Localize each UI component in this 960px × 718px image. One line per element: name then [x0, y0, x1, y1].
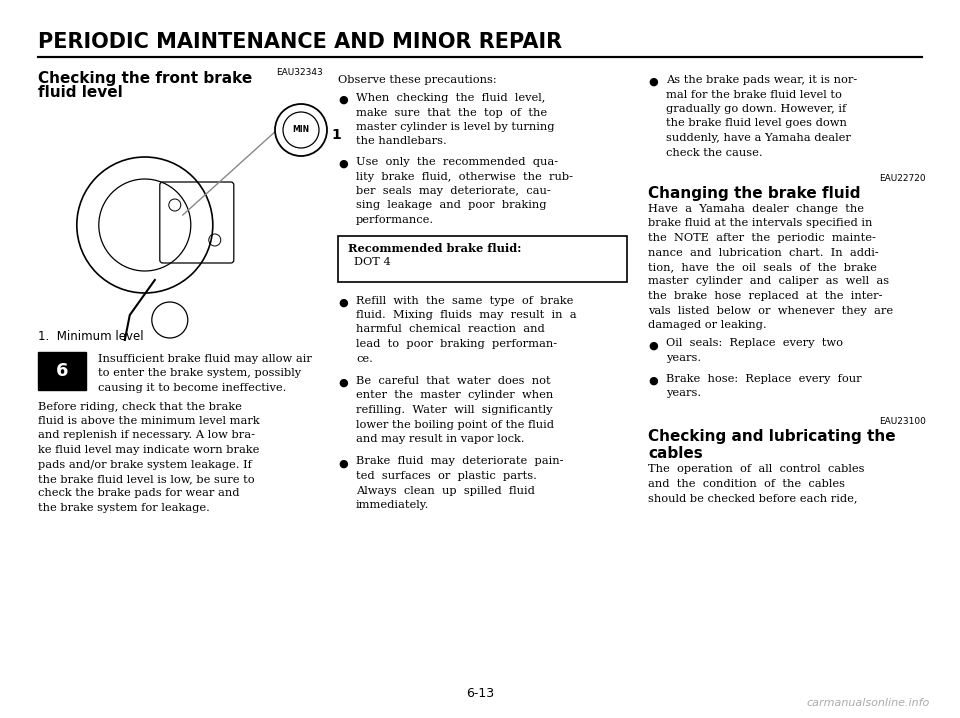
- Text: lity  brake  fluid,  otherwise  the  rub-: lity brake fluid, otherwise the rub-: [356, 172, 573, 182]
- Text: Brake  hose:  Replace  every  four: Brake hose: Replace every four: [666, 373, 862, 383]
- Text: 1.  Minimum level: 1. Minimum level: [38, 330, 144, 343]
- Text: ●: ●: [338, 459, 348, 469]
- Text: the brake fluid level goes down: the brake fluid level goes down: [666, 118, 847, 129]
- Text: Recommended brake fluid:: Recommended brake fluid:: [348, 243, 521, 253]
- Text: PERIODIC MAINTENANCE AND MINOR REPAIR: PERIODIC MAINTENANCE AND MINOR REPAIR: [38, 32, 563, 52]
- Text: ●: ●: [338, 159, 348, 169]
- Text: Observe these precautions:: Observe these precautions:: [338, 75, 496, 85]
- Text: tion,  have  the  oil  seals  of  the  brake: tion, have the oil seals of the brake: [648, 262, 876, 272]
- Text: the  NOTE  after  the  periodic  mainte-: the NOTE after the periodic mainte-: [648, 233, 876, 243]
- Text: brake fluid at the intervals specified in: brake fluid at the intervals specified i…: [648, 218, 873, 228]
- Text: When  checking  the  fluid  level,: When checking the fluid level,: [356, 93, 545, 103]
- Text: ce.: ce.: [356, 353, 372, 363]
- Text: Brake  fluid  may  deteriorate  pain-: Brake fluid may deteriorate pain-: [356, 457, 564, 467]
- Text: mal for the brake fluid level to: mal for the brake fluid level to: [666, 90, 842, 100]
- Text: Have  a  Yamaha  dealer  change  the: Have a Yamaha dealer change the: [648, 204, 864, 214]
- Text: ●: ●: [338, 297, 348, 307]
- Text: performance.: performance.: [356, 215, 434, 225]
- Text: and may result in vapor lock.: and may result in vapor lock.: [356, 434, 524, 444]
- Text: check the brake pads for wear and: check the brake pads for wear and: [38, 488, 239, 498]
- Text: ber  seals  may  deteriorate,  cau-: ber seals may deteriorate, cau-: [356, 186, 551, 196]
- Text: the brake system for leakage.: the brake system for leakage.: [38, 503, 210, 513]
- Text: and replenish if necessary. A low bra-: and replenish if necessary. A low bra-: [38, 431, 255, 441]
- Text: Oil  seals:  Replace  every  two: Oil seals: Replace every two: [666, 338, 843, 348]
- Text: cables: cables: [648, 445, 703, 460]
- Text: should be checked before each ride,: should be checked before each ride,: [648, 493, 857, 503]
- Text: ●: ●: [338, 95, 348, 105]
- Text: master cylinder is level by turning: master cylinder is level by turning: [356, 122, 555, 132]
- Text: and  the  condition  of  the  cables: and the condition of the cables: [648, 479, 845, 489]
- Text: EAU22720: EAU22720: [879, 174, 926, 183]
- Text: Checking the front brake: Checking the front brake: [38, 71, 252, 86]
- Text: ●: ●: [648, 340, 658, 350]
- Text: damaged or leaking.: damaged or leaking.: [648, 320, 767, 330]
- Text: ke fluid level may indicate worn brake: ke fluid level may indicate worn brake: [38, 445, 259, 455]
- Text: EAU23100: EAU23100: [879, 416, 926, 426]
- Text: to enter the brake system, possibly: to enter the brake system, possibly: [98, 368, 301, 378]
- Text: fluid level: fluid level: [38, 85, 123, 100]
- Text: 6-13: 6-13: [466, 687, 494, 700]
- Text: Be  careful  that  water  does  not: Be careful that water does not: [356, 376, 551, 386]
- Circle shape: [275, 104, 327, 156]
- Text: Always  clean  up  spilled  fluid: Always clean up spilled fluid: [356, 485, 535, 495]
- Text: MIN: MIN: [293, 126, 309, 134]
- Text: vals  listed  below  or  whenever  they  are: vals listed below or whenever they are: [648, 305, 893, 315]
- Bar: [338, 236, 627, 281]
- Text: the brake fluid level is low, be sure to: the brake fluid level is low, be sure to: [38, 474, 254, 484]
- Text: harmful  chemical  reaction  and: harmful chemical reaction and: [356, 325, 544, 335]
- Text: Refill  with  the  same  type  of  brake: Refill with the same type of brake: [356, 296, 573, 305]
- Text: pads and/or brake system leakage. If: pads and/or brake system leakage. If: [38, 460, 252, 470]
- Text: lower the boiling point of the fluid: lower the boiling point of the fluid: [356, 419, 554, 429]
- Text: sing  leakage  and  poor  braking: sing leakage and poor braking: [356, 200, 546, 210]
- Bar: [38, 352, 86, 390]
- Text: Insufficient brake fluid may allow air: Insufficient brake fluid may allow air: [98, 354, 312, 364]
- Text: fluid is above the minimum level mark: fluid is above the minimum level mark: [38, 416, 259, 426]
- Text: ●: ●: [648, 376, 658, 386]
- Text: gradually go down. However, if: gradually go down. However, if: [666, 104, 847, 114]
- Text: years.: years.: [666, 388, 701, 398]
- Text: ted  surfaces  or  plastic  parts.: ted surfaces or plastic parts.: [356, 471, 537, 481]
- Text: The  operation  of  all  control  cables: The operation of all control cables: [648, 465, 865, 475]
- Text: master  cylinder  and  caliper  as  well  as: master cylinder and caliper as well as: [648, 276, 889, 286]
- Text: As the brake pads wear, it is nor-: As the brake pads wear, it is nor-: [666, 75, 857, 85]
- Text: ●: ●: [648, 77, 658, 87]
- Text: refilling.  Water  will  significantly: refilling. Water will significantly: [356, 405, 553, 415]
- Text: years.: years.: [666, 353, 701, 363]
- Text: causing it to become ineffective.: causing it to become ineffective.: [98, 383, 286, 393]
- Text: Before riding, check that the brake: Before riding, check that the brake: [38, 401, 242, 411]
- Text: Changing the brake fluid: Changing the brake fluid: [648, 186, 860, 201]
- Text: enter  the  master  cylinder  when: enter the master cylinder when: [356, 391, 553, 401]
- Text: suddenly, have a Yamaha dealer: suddenly, have a Yamaha dealer: [666, 133, 851, 143]
- Text: ●: ●: [338, 378, 348, 388]
- Text: the  brake  hose  replaced  at  the  inter-: the brake hose replaced at the inter-: [648, 291, 882, 301]
- Text: nance  and  lubrication  chart.  In  addi-: nance and lubrication chart. In addi-: [648, 248, 878, 258]
- Text: lead  to  poor  braking  performan-: lead to poor braking performan-: [356, 339, 557, 349]
- Text: 6: 6: [56, 362, 68, 380]
- Text: immediately.: immediately.: [356, 500, 429, 510]
- Text: make  sure  that  the  top  of  the: make sure that the top of the: [356, 108, 547, 118]
- Text: DOT 4: DOT 4: [354, 257, 391, 267]
- Text: EAU32343: EAU32343: [276, 68, 323, 77]
- Text: the handlebars.: the handlebars.: [356, 136, 446, 146]
- Text: 1: 1: [331, 128, 341, 142]
- Text: fluid.  Mixing  fluids  may  result  in  a: fluid. Mixing fluids may result in a: [356, 310, 577, 320]
- Text: check the cause.: check the cause.: [666, 147, 762, 157]
- Text: Use  only  the  recommended  qua-: Use only the recommended qua-: [356, 157, 558, 167]
- Text: carmanualsonline.info: carmanualsonline.info: [806, 698, 930, 708]
- Text: Checking and lubricating the: Checking and lubricating the: [648, 429, 896, 444]
